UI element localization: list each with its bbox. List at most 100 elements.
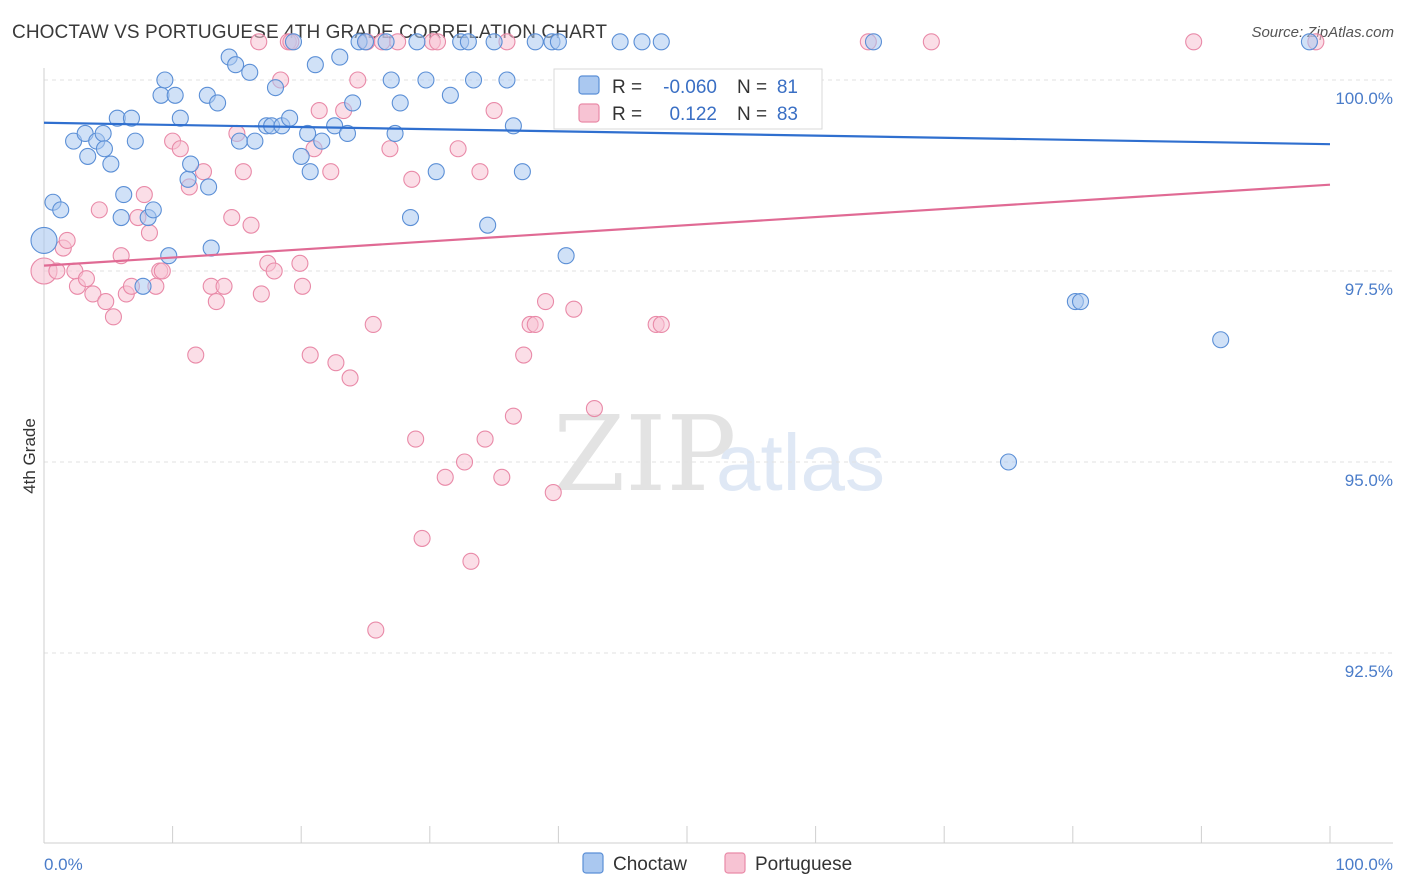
portuguese-point [922,33,940,51]
portuguese-point [104,308,122,326]
choctaw-point [417,71,435,89]
choctaw-point [391,94,409,112]
bottom-legend-swatch-choctaw [582,852,604,874]
portuguese-point [493,468,511,486]
choctaw-point [160,247,178,265]
choctaw-point [301,163,319,181]
choctaw-point [144,201,162,219]
choctaw-point [326,117,344,135]
x-tick-label-min: 0.0% [44,855,83,874]
watermark-zip: ZIP [553,393,736,515]
portuguese-point [90,201,108,219]
portuguese-point [471,163,489,181]
choctaw-point [241,63,259,81]
portuguese-point [252,285,270,303]
choctaw-point [633,33,651,51]
portuguese-point [536,293,555,311]
legend-swatch-portuguese [578,103,600,123]
bottom-legend-choctaw: Choctaw [613,854,687,875]
portuguese-point [449,140,467,158]
portuguese-point [97,293,115,311]
choctaw-point [485,33,503,51]
y-tick-label: 95.0% [1345,471,1393,490]
choctaw-point [306,56,324,74]
portuguese-point [153,262,171,280]
legend-n-label-portuguese: N = [737,104,767,125]
portuguese-point [215,277,233,295]
portuguese-point [77,270,95,288]
choctaw-point [331,48,349,66]
choctaw-point [344,94,362,112]
axes [43,68,1393,844]
portuguese-point [171,140,189,158]
choctaw-point [281,109,299,127]
choctaw-point [401,208,420,227]
portuguese-point [515,346,533,364]
choctaw-point [408,33,426,51]
watermark-atlas: atlas [716,418,885,507]
source-label: Source: ZipAtlas.com [1251,24,1394,41]
portuguese-point [504,407,522,425]
portuguese-point [349,71,367,89]
portuguese-point [403,170,421,188]
portuguese-point [322,163,340,181]
choctaw-point [284,33,303,51]
choctaw-point [227,56,245,74]
legend-swatch-choctaw [578,75,600,95]
choctaw-point [313,132,331,150]
portuguese-point [234,163,252,181]
choctaw-point [209,94,227,112]
portuguese-point [455,453,474,471]
choctaw-point [382,71,400,89]
portuguese-point [381,140,399,158]
portuguese-point [407,430,425,448]
choctaw-point [30,226,58,254]
choctaw-point [156,71,174,89]
portuguese-point [58,231,76,249]
choctaw-point [122,109,140,127]
portuguese-point [265,262,283,280]
choctaw-points [30,33,1318,471]
choctaw-point [557,247,575,265]
portuguese-point [364,315,382,334]
portuguese-point [135,186,153,204]
choctaw-point [864,33,883,51]
x-tick-label-max: 100.0% [1335,855,1393,874]
choctaw-point [356,33,375,51]
bottom-legend-portuguese: Portuguese [755,854,852,875]
legend-n-value-choctaw: 81 [777,77,798,98]
portuguese-point [652,315,670,334]
portuguese-point [585,399,603,418]
portuguese-point [327,354,345,372]
portuguese-point [194,163,213,181]
choctaw-point [292,147,310,165]
portuguese-trend-line [43,183,1331,267]
portuguese-point [48,262,66,280]
legend-box: R = -0.060 N = 81 R = 0.122 N = 83 [553,68,823,130]
trend-lines [43,121,1331,267]
choctaw-point [459,33,477,51]
legend-n-label-choctaw: N = [737,77,767,98]
portuguese-point [187,346,205,364]
choctaw-point [427,163,445,181]
y-tick-label: 100.0% [1335,89,1393,108]
choctaw-point [479,216,497,234]
portuguese-point [293,277,312,295]
legend-r-value-choctaw: -0.060 [663,77,717,98]
portuguese-point [250,33,268,51]
choctaw-point [52,201,70,219]
portuguese-point [291,254,309,272]
choctaw-point [200,178,218,196]
choctaw-point [166,86,184,104]
x-axis-ticks [43,826,1331,843]
choctaw-point [94,124,112,143]
y-axis-label: 4th Grade [20,418,39,494]
portuguese-point [476,430,494,448]
choctaw-point [464,71,483,89]
choctaw-trend-line [43,121,1331,146]
choctaw-point [299,124,317,143]
portuguese-point [207,293,225,311]
portuguese-point [1185,33,1203,51]
portuguese-point [485,102,503,120]
